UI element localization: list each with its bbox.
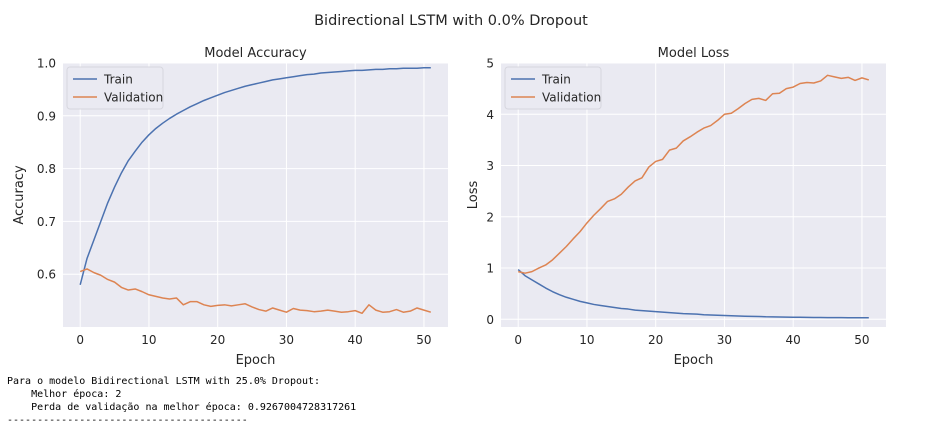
legend-label-train: Train — [541, 73, 571, 87]
y-tick-label: 0.6 — [37, 268, 56, 282]
x-tick-label: 40 — [786, 333, 801, 347]
series-line-validation — [518, 74, 870, 274]
console-line-model: Para o modelo Bidirectional LSTM with 25… — [7, 376, 321, 387]
x-tick-label: 0 — [76, 333, 84, 347]
legend-label-train: Train — [103, 73, 133, 87]
x-tick-label: 40 — [348, 333, 363, 347]
legend-label-validation: Validation — [104, 91, 163, 105]
x-axis-label: Epoch — [674, 353, 714, 368]
chart-title: Model Loss — [658, 46, 730, 61]
x-tick-label: 50 — [416, 333, 431, 347]
y-tick-label: 3 — [486, 159, 494, 173]
x-axis-label: Epoch — [236, 353, 276, 368]
legend: Train Validation — [66, 66, 164, 110]
legend-box — [504, 66, 602, 110]
y-tick-label: 0.8 — [37, 162, 56, 176]
figure-title: Bidirectional LSTM with 0.0% Dropout — [314, 13, 588, 29]
legend: Train Validation — [504, 66, 602, 110]
legend-box — [66, 66, 164, 110]
x-tick-label: 20 — [648, 333, 663, 347]
console-line-val-loss: Perda de validação na melhor época: 0.92… — [7, 402, 357, 413]
loss-chart: 0 10 20 30 40 50 0 1 2 3 4 5 Model Loss Epoch Loss Trai… — [466, 46, 886, 368]
y-tick-label: 4 — [486, 108, 494, 122]
x-tick-label: 50 — [854, 333, 869, 347]
legend-label-validation: Validation — [542, 91, 601, 105]
chart-title: Model Accuracy — [204, 46, 307, 61]
x-tick-label: 30 — [279, 333, 294, 347]
y-tick-label: 0 — [486, 313, 494, 327]
y-tick-label: 2 — [486, 210, 494, 224]
y-axis-label: Loss — [466, 181, 481, 210]
x-tick-label: 10 — [141, 333, 156, 347]
figure: Bidirectional LSTM with 0.0% Dropout 0 10… — [12, 13, 886, 368]
x-tick-label: 20 — [210, 333, 225, 347]
x-tick-label: 30 — [717, 333, 732, 347]
y-tick-label: 0.7 — [37, 215, 56, 229]
y-tick-label: 1 — [486, 262, 494, 276]
y-tick-label: 0.9 — [37, 109, 56, 123]
console-line-best-epoch: Melhor época: 2 — [7, 389, 122, 400]
console-output: Para o modelo Bidirectional LSTM with 25… — [7, 375, 356, 427]
y-tick-label: 5 — [486, 57, 494, 71]
y-axis-label: Accuracy — [12, 165, 27, 225]
console-line-separator: ---------------------------------------- — [7, 415, 248, 426]
x-tick-label: 10 — [579, 333, 594, 347]
series-line-train — [79, 67, 431, 285]
series-line-validation — [79, 268, 432, 315]
y-tick-label: 1.0 — [37, 57, 56, 71]
x-tick-label: 0 — [514, 333, 522, 347]
accuracy-chart: 0 10 20 30 40 50 0.6 0.7 0.8 0.9 1.0 Model Accuracy… — [12, 46, 448, 368]
series-line-train — [517, 269, 869, 319]
